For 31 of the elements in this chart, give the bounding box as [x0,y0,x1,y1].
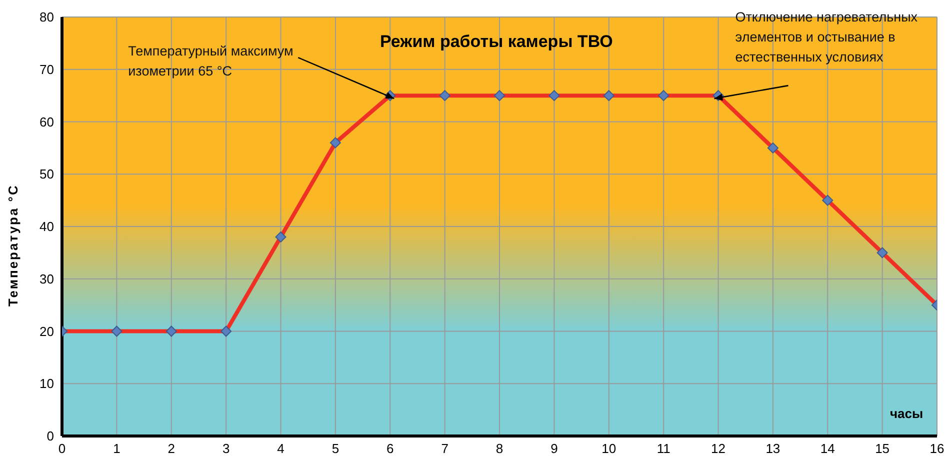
y-tick-label: 60 [40,114,54,130]
x-axis-title: часы [890,406,924,421]
annotation: Температурный максимум изометрии 65 °С [128,44,294,79]
x-tick-label: 8 [496,441,504,456]
x-tick-label: 13 [766,441,780,456]
x-tick-label: 1 [113,441,120,456]
y-tick-label: 80 [40,10,54,25]
x-tick-label: 2 [168,441,175,456]
y-tick-label: 40 [40,219,54,234]
y-tick-label: 30 [40,271,54,286]
y-tick-label: 0 [46,428,54,444]
y-tick-label: 70 [40,62,54,77]
x-tick-label: 14 [820,441,835,456]
y-tick-label: 10 [40,376,54,392]
x-tick-label: 16 [930,441,944,456]
x-tick-label: 12 [711,441,726,456]
x-tick-label: 6 [386,441,394,456]
x-tick-label: 3 [222,441,230,456]
annotation: Отключение нагревательных элементов и остывание в естественных условиях [735,10,918,65]
x-tick-label: 15 [875,441,890,456]
x-tick-label: 0 [58,441,66,456]
text: Режим работы камеры ТВО [380,32,613,52]
y-tick-label: 50 [40,166,54,182]
x-tick-label: 9 [550,441,558,456]
x-tick-label: 7 [441,441,448,456]
x-tick-label: 10 [602,441,616,456]
y-axis-title: Температура °С [6,184,21,306]
x-tick-label: 5 [332,441,340,456]
x-tick-label: 11 [656,441,670,456]
x-tick-label: 4 [277,441,284,456]
y-tick-label: 20 [40,324,54,339]
